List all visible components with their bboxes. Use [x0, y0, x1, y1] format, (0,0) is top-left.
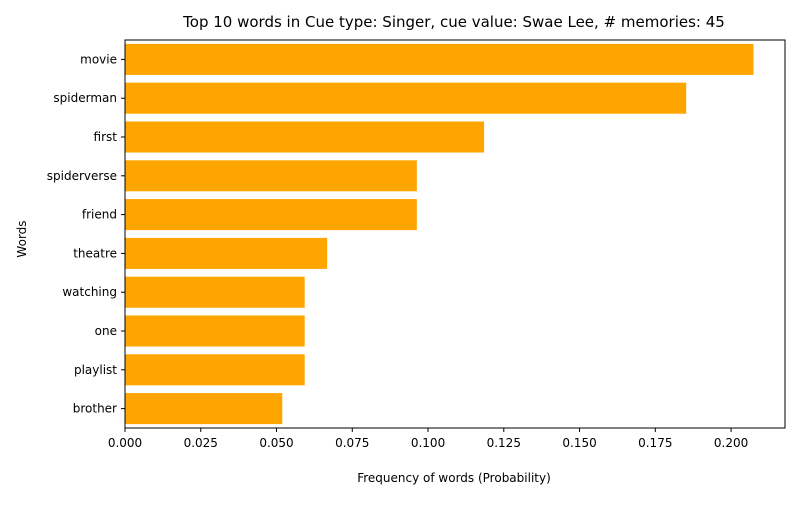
- y-tick-label: friend: [82, 208, 117, 222]
- bar-spiderverse: [125, 160, 417, 192]
- bar-movie: [125, 43, 754, 75]
- y-tick-label: theatre: [73, 246, 117, 260]
- y-tick-label: one: [95, 324, 117, 338]
- bar-theatre: [125, 237, 328, 269]
- x-tick-label: 0.025: [184, 436, 218, 450]
- x-tick-label: 0.075: [335, 436, 369, 450]
- bars-group: [125, 43, 754, 425]
- y-tick-label: watching: [62, 285, 117, 299]
- y-tick-label: brother: [73, 402, 117, 416]
- x-tick-label: 0.175: [638, 436, 672, 450]
- y-axis-label: Words: [15, 220, 29, 257]
- x-tick-label: 0.150: [562, 436, 596, 450]
- x-tick-label: 0.100: [411, 436, 445, 450]
- plot-frame: [124, 39, 786, 429]
- x-tick-label: 0.050: [259, 436, 293, 450]
- y-tick-label: playlist: [74, 363, 117, 377]
- y-tick-label: spiderverse: [47, 169, 117, 183]
- chart-title: Top 10 words in Cue type: Singer, cue va…: [182, 13, 725, 31]
- bar-playlist: [125, 354, 305, 386]
- x-tick-label: 0.200: [714, 436, 748, 450]
- x-tick-label: 0.000: [108, 436, 142, 450]
- y-tick-label: spiderman: [53, 91, 117, 105]
- y-tick-label: first: [94, 130, 118, 144]
- x-tick-label: 0.125: [487, 436, 521, 450]
- bar-friend: [125, 199, 417, 231]
- x-axis-label: Frequency of words (Probability): [357, 471, 551, 485]
- y-tick-label: movie: [80, 52, 117, 66]
- bar-one: [125, 315, 305, 347]
- bar-watching: [125, 276, 305, 308]
- bar-spiderman: [125, 82, 687, 114]
- y-ticks-group: movie spiderman first spiderverse friend thea…: [47, 52, 125, 416]
- bar-first: [125, 121, 485, 153]
- x-ticks-group: 0.000 0.025 0.050 0.075 0.100 0.125 0.150 0.175…: [108, 428, 748, 450]
- bar-brother: [125, 393, 283, 425]
